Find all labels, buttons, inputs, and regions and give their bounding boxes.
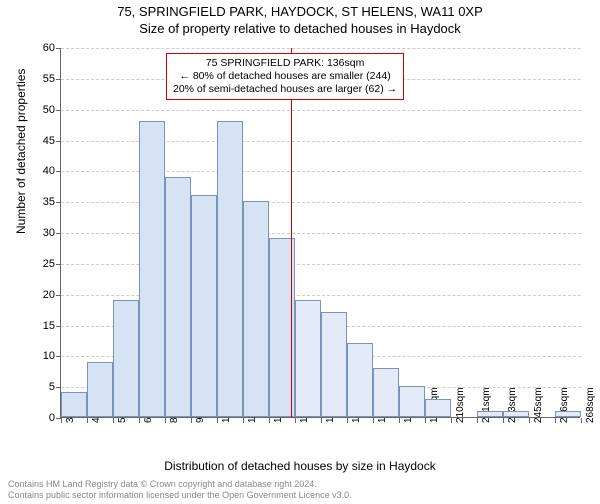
histogram-bar [555, 411, 581, 417]
x-tick-mark [321, 418, 322, 423]
y-tick-mark [56, 202, 61, 203]
x-tick-label: 210sqm [455, 387, 466, 423]
x-tick-mark [165, 418, 166, 423]
x-tick-mark [243, 418, 244, 423]
y-tick-mark [56, 48, 61, 49]
x-tick-mark [425, 418, 426, 423]
callout-line3: 20% of semi-detached houses are larger (… [173, 83, 397, 96]
histogram-bar [165, 177, 191, 418]
gridline [61, 110, 581, 111]
footer-attribution: Contains HM Land Registry data © Crown c… [8, 479, 352, 501]
histogram-bar [243, 201, 269, 417]
footer-line1: Contains HM Land Registry data © Crown c… [8, 479, 352, 490]
y-axis-label: Number of detached properties [14, 69, 28, 234]
x-tick-mark [399, 418, 400, 423]
y-tick-label: 45 [25, 135, 55, 147]
x-tick-mark [217, 418, 218, 423]
x-tick-label: 256sqm [559, 387, 570, 423]
x-tick-mark [555, 418, 556, 423]
y-tick-label: 50 [25, 104, 55, 116]
x-tick-mark [87, 418, 88, 423]
histogram-bar [477, 411, 503, 417]
x-axis-label: Distribution of detached houses by size … [0, 459, 600, 473]
histogram-bar [347, 343, 373, 417]
callout-box: 75 SPRINGFIELD PARK: 136sqm← 80% of deta… [166, 53, 404, 100]
y-tick-label: 15 [25, 320, 55, 332]
plot-area: 05101520253035404550556034sqm46sqm57sqm6… [60, 48, 580, 418]
callout-line1: 75 SPRINGFIELD PARK: 136sqm [173, 57, 397, 70]
y-tick-mark [56, 110, 61, 111]
y-tick-label: 35 [25, 196, 55, 208]
x-tick-mark [529, 418, 530, 423]
x-tick-label: 245sqm [533, 387, 544, 423]
y-tick-mark [56, 356, 61, 357]
y-tick-mark [56, 79, 61, 80]
page-title: 75, SPRINGFIELD PARK, HAYDOCK, ST HELENS… [0, 4, 600, 19]
x-tick-mark [347, 418, 348, 423]
histogram-bar [61, 392, 87, 417]
y-tick-mark [56, 295, 61, 296]
x-tick-mark [191, 418, 192, 423]
histogram-bar [87, 362, 113, 418]
x-tick-label: 268sqm [585, 387, 596, 423]
x-tick-mark [61, 418, 62, 423]
y-tick-mark [56, 387, 61, 388]
x-tick-label: 233sqm [507, 387, 518, 423]
histogram-bar [295, 300, 321, 417]
y-tick-label: 10 [25, 350, 55, 362]
reference-line [291, 48, 292, 418]
x-tick-label: 221sqm [481, 387, 492, 423]
y-tick-mark [56, 326, 61, 327]
page-subtitle: Size of property relative to detached ho… [0, 21, 600, 36]
callout-line2: ← 80% of detached houses are smaller (24… [173, 70, 397, 83]
histogram-bar [425, 399, 451, 418]
y-tick-label: 40 [25, 165, 55, 177]
y-tick-mark [56, 233, 61, 234]
histogram-bar [113, 300, 139, 417]
x-tick-mark [477, 418, 478, 423]
histogram-bar [139, 121, 165, 417]
histogram-bar [373, 368, 399, 417]
x-tick-mark [503, 418, 504, 423]
x-tick-mark [373, 418, 374, 423]
y-tick-label: 25 [25, 258, 55, 270]
x-tick-mark [581, 418, 582, 423]
histogram-bar [321, 312, 347, 417]
y-tick-label: 5 [25, 381, 55, 393]
histogram-chart: 05101520253035404550556034sqm46sqm57sqm6… [60, 48, 580, 418]
y-tick-mark [56, 141, 61, 142]
x-tick-mark [451, 418, 452, 423]
gridline [61, 48, 581, 49]
x-tick-mark [113, 418, 114, 423]
histogram-bar [217, 121, 243, 417]
histogram-bar [399, 386, 425, 417]
y-tick-label: 30 [25, 227, 55, 239]
footer-line2: Contains public sector information licen… [8, 490, 352, 501]
y-tick-label: 60 [25, 42, 55, 54]
y-tick-mark [56, 171, 61, 172]
x-tick-mark [295, 418, 296, 423]
x-tick-mark [139, 418, 140, 423]
y-tick-mark [56, 264, 61, 265]
y-tick-label: 20 [25, 289, 55, 301]
y-tick-label: 0 [25, 412, 55, 424]
histogram-bar [503, 411, 529, 417]
histogram-bar [191, 195, 217, 417]
x-tick-mark [269, 418, 270, 423]
y-tick-label: 55 [25, 73, 55, 85]
